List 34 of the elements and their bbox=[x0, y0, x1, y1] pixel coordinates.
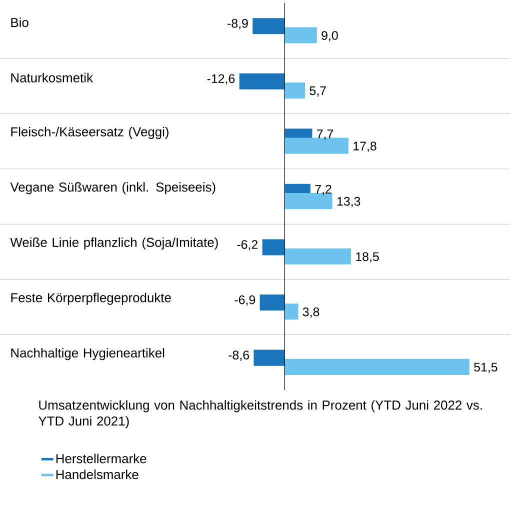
data-label: -6,2 bbox=[237, 240, 258, 250]
y-tick-label: Nachhaltige Hygieneartikel bbox=[11, 348, 164, 360]
data-label: -12,6 bbox=[207, 74, 235, 85]
data-label: -8,6 bbox=[228, 350, 249, 361]
legend-title: Umsatzentwicklung von Nachhaltigkeitstrends in Prozent (YTD Juni 2022 vs. YTD Juni 2021) bbox=[38, 400, 482, 428]
bar bbox=[284, 82, 306, 99]
data-label: 7,7 bbox=[317, 130, 334, 140]
data-label: 13,3 bbox=[337, 196, 360, 208]
y-tick-label: Weiße Linie pflanzlich (Soja/Imitate) bbox=[10, 237, 218, 250]
y-tick-label: Vegane Süßwaren (inkl. Speiseeis) bbox=[10, 182, 216, 194]
bar bbox=[262, 239, 285, 256]
bar bbox=[239, 73, 285, 90]
bar bbox=[252, 18, 285, 34]
bar bbox=[260, 294, 285, 311]
y-tick-label: Bio bbox=[11, 18, 28, 28]
bar bbox=[284, 304, 298, 320]
data-label: -6,9 bbox=[234, 295, 256, 306]
data-label: 51,5 bbox=[474, 362, 498, 373]
data-label: 17,8 bbox=[354, 142, 376, 152]
legend-label: Herstellermarke bbox=[56, 454, 146, 464]
data-label: -8,9 bbox=[228, 18, 248, 30]
legend-label: Handelsmarke bbox=[56, 470, 138, 480]
bar bbox=[284, 27, 317, 44]
data-label: 3,8 bbox=[302, 308, 320, 318]
y-tick-label: Feste Körperpflegeprodukte bbox=[11, 292, 171, 305]
bar bbox=[254, 350, 285, 366]
bar bbox=[284, 248, 351, 264]
data-label: 9,0 bbox=[322, 31, 338, 42]
data-label: 5,7 bbox=[310, 86, 326, 97]
bar bbox=[284, 358, 470, 375]
data-label: 18,5 bbox=[356, 252, 379, 262]
data-label: 7,2 bbox=[315, 184, 332, 196]
y-tick-label: Naturkosmetik bbox=[11, 72, 93, 82]
y-tick-label: Fleisch-/Käseersatz (Veggi) bbox=[11, 126, 168, 139]
